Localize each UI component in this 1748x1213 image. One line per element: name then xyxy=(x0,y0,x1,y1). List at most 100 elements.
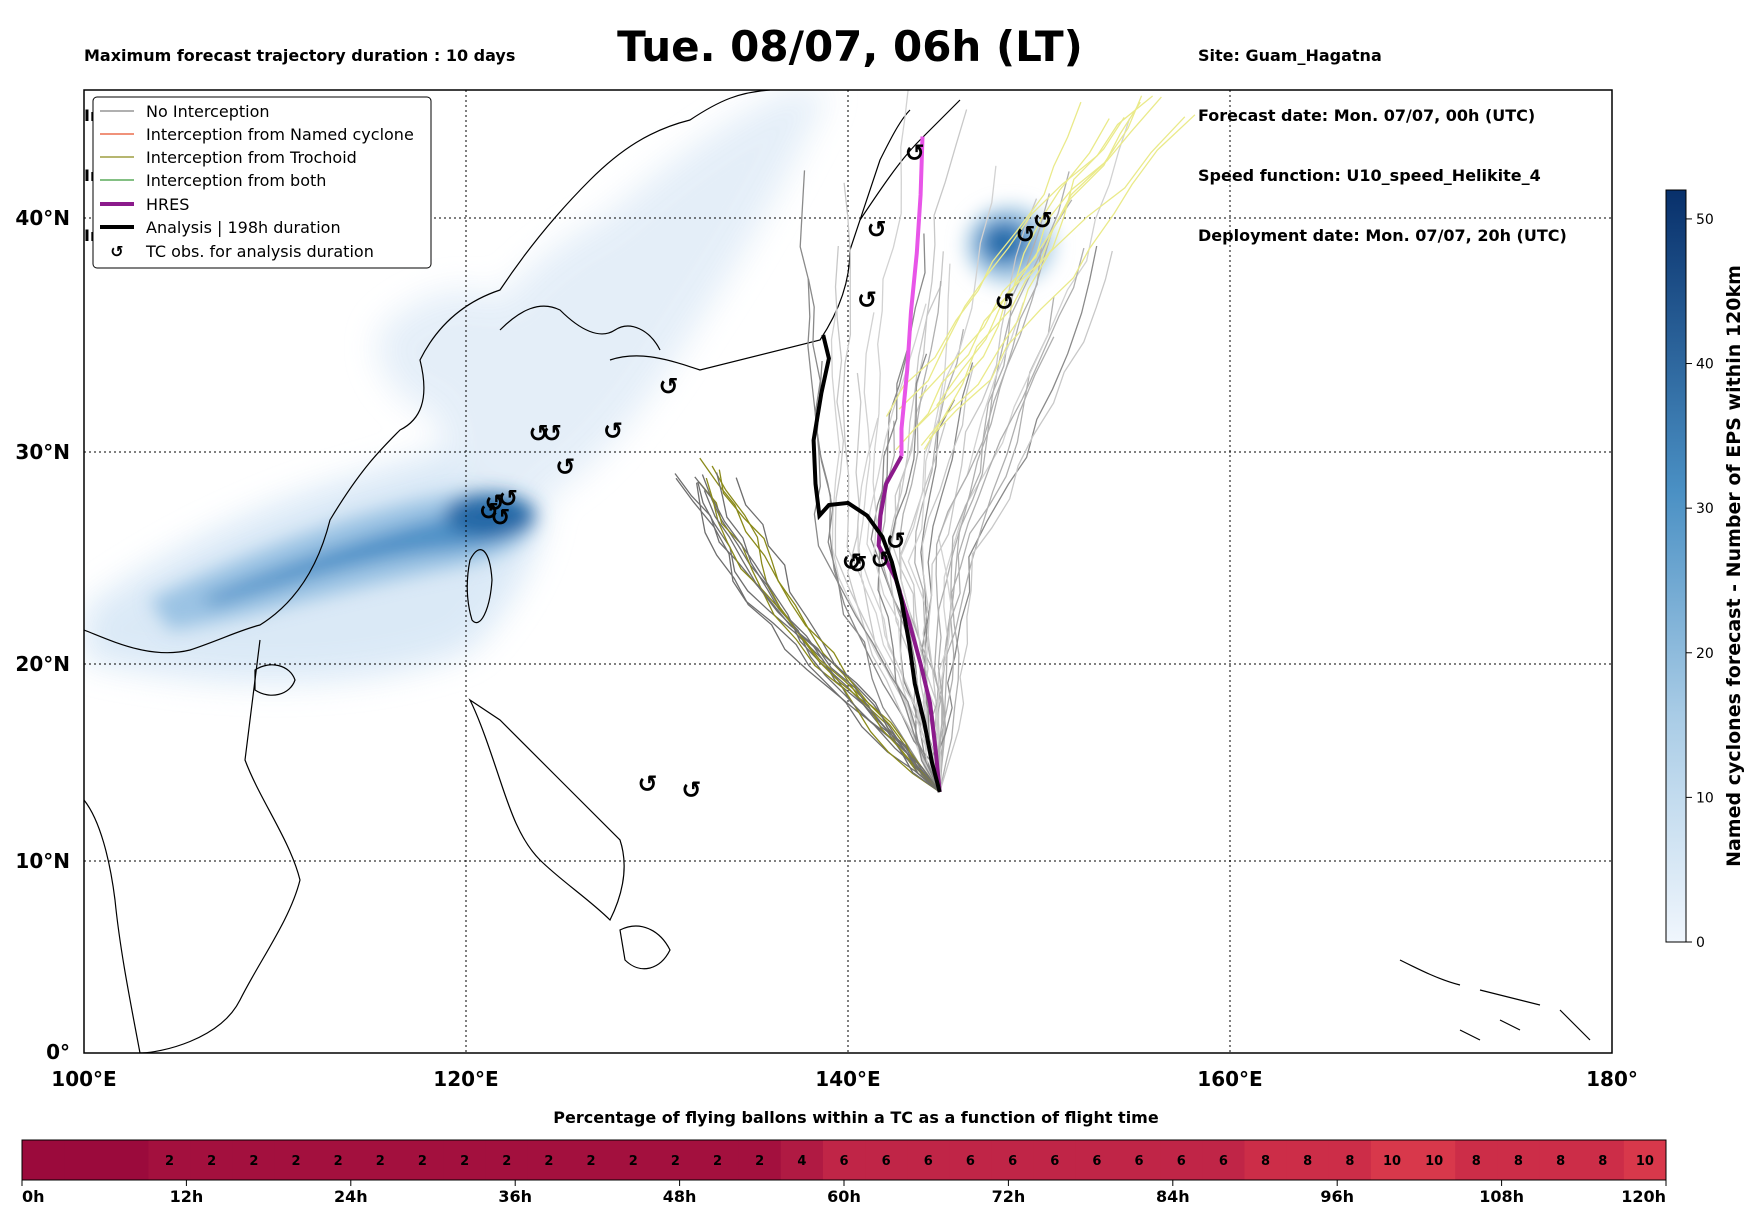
y-tick-label: 30°N xyxy=(15,440,70,464)
ensemble-trajectories xyxy=(674,90,1196,793)
percentage-cell-label: 2 xyxy=(671,1154,680,1169)
percentage-cell xyxy=(654,1140,697,1180)
percentage-cell xyxy=(232,1140,276,1180)
colorbar-tick-label: 20 xyxy=(1696,646,1714,662)
percentage-cell-label: 6 xyxy=(839,1154,848,1169)
y-tick-label: 0° xyxy=(46,1040,70,1064)
tc-obs-icon: ↺ xyxy=(542,419,562,447)
trochoid-trajectory xyxy=(928,114,1196,440)
trochoid-trajectory xyxy=(895,118,1110,451)
trochoid-trajectory xyxy=(885,101,1082,417)
trochoid-trajectory xyxy=(918,96,1162,399)
percentage-cell xyxy=(865,1140,908,1180)
ensemble-trajectory xyxy=(834,245,941,793)
x-tick-labels: 100°E 120°E 140°E 160°E 180° xyxy=(51,1067,1638,1091)
ensemble-trajectory xyxy=(872,90,941,793)
percentage-cell-label: 6 xyxy=(924,1154,933,1169)
percentage-cell-label: 2 xyxy=(418,1154,427,1169)
legend-label-both: Interception from both xyxy=(146,171,326,190)
percentage-cell-label: 8 xyxy=(1472,1154,1481,1169)
ensemble-trajectory xyxy=(939,250,1113,793)
header-max-duration: Maximum forecast trajectory duration : 1… xyxy=(84,46,516,65)
colorbar-ticks: 0 10 20 30 40 50 xyxy=(1686,212,1714,951)
percentage-cell xyxy=(106,1140,149,1180)
tc-obs-icon: ↺ xyxy=(870,546,890,574)
legend-cyclone-icon: ↺ xyxy=(110,242,123,261)
ensemble-trajectory xyxy=(935,199,1073,793)
y-tick-label: 10°N xyxy=(15,849,70,873)
legend-box xyxy=(92,96,432,269)
percentage-cell-label: 6 xyxy=(1177,1154,1186,1169)
bottom-bar-title: Percentage of flying ballons within a TC… xyxy=(553,1108,1159,1127)
x-tick-label: 180° xyxy=(1586,1067,1638,1091)
percentage-cell xyxy=(1581,1140,1625,1180)
x-tick-label: 160°E xyxy=(1197,1067,1262,1091)
header-right: Site: Guam_Hagatna Forecast date: Mon. 0… xyxy=(1198,6,1567,266)
ensemble-trajectory xyxy=(858,312,941,793)
percentage-cell-label: 8 xyxy=(1261,1154,1270,1169)
ensemble-trajectory xyxy=(807,278,941,793)
legend-label-analysis: Analysis | 198h duration xyxy=(146,218,341,237)
percentage-cell-label: 2 xyxy=(249,1154,258,1169)
ensemble-trajectory xyxy=(705,477,941,793)
header-speed-function: Speed function: U10_speed_Helikite_4 xyxy=(1198,166,1541,185)
percentage-cell xyxy=(64,1140,107,1180)
percentage-cell xyxy=(22,1140,65,1180)
percentage-cell xyxy=(738,1140,782,1180)
legend: No Interception Interception from Named … xyxy=(92,96,432,269)
percentage-cell xyxy=(274,1140,318,1180)
percentage-cell-label: 2 xyxy=(544,1154,553,1169)
percentage-cell-label: 6 xyxy=(1135,1154,1144,1169)
ensemble-trajectory xyxy=(715,472,941,793)
tc-obs-icon: ↺ xyxy=(490,504,510,532)
percentage-cell-label: 6 xyxy=(1050,1154,1059,1169)
percentage-cell xyxy=(1075,1140,1119,1180)
percentage-cell xyxy=(443,1140,487,1180)
tc-obs-icon: ↺ xyxy=(857,286,877,314)
legend-label-trochoid: Interception from Trochoid xyxy=(146,148,357,167)
percentage-cell xyxy=(485,1140,529,1180)
percentage-cell-label: 2 xyxy=(629,1154,638,1169)
header-forecast-date: Forecast date: Mon. 07/07, 00h (UTC) xyxy=(1198,106,1536,125)
colorbar-label: Named cyclones forecast - Number of EPS … xyxy=(1723,265,1745,867)
time-label: 24h xyxy=(334,1187,368,1206)
y-tick-labels: 0° 10°N 20°N 30°N 40°N xyxy=(15,206,70,1064)
tc-obs-icon: ↺ xyxy=(555,453,575,481)
time-label: 36h xyxy=(498,1187,532,1206)
trochoid-trajectory xyxy=(898,95,1154,410)
percentage-cell-label: 10 xyxy=(1383,1154,1401,1169)
percentage-cell xyxy=(1455,1140,1498,1180)
percentage-cell-label: 8 xyxy=(1598,1154,1607,1169)
tc-obs-icon: ↺ xyxy=(886,527,906,555)
time-label: 120h xyxy=(1621,1187,1666,1206)
tc-obs-icon: ↺ xyxy=(842,548,862,576)
legend-label-tc-obs: TC obs. for analysis duration xyxy=(145,242,374,261)
trochoid-trajectory xyxy=(923,117,1125,450)
x-tick-label: 120°E xyxy=(433,1067,498,1091)
percentage-cell xyxy=(527,1140,571,1180)
percentage-cell xyxy=(359,1140,402,1180)
tc-obs-icon: ↺ xyxy=(995,288,1015,316)
y-tick-label: 20°N xyxy=(15,652,70,676)
percentage-cell xyxy=(1118,1140,1161,1180)
ensemble-trajectory xyxy=(699,457,941,793)
percentage-cell xyxy=(1328,1140,1372,1180)
time-label: 48h xyxy=(663,1187,697,1206)
percentage-cell-label: 2 xyxy=(291,1154,300,1169)
tc-obs-icon: ↺ xyxy=(529,419,549,447)
percentage-cell xyxy=(570,1140,613,1180)
percentage-bar: 2 2 2 2 2 2 2 2 2 2 2 2 2 2 2 4 6 6 6 6 6 6 6 6 6 6 8 8 8 10 10 8 8 8 8 10 … xyxy=(21,1139,1667,1206)
tc-obs-icon: ↺ xyxy=(498,485,518,513)
percentage-cell-label: 2 xyxy=(587,1154,596,1169)
ensemble-trajectory xyxy=(927,198,1038,793)
ensemble-trajectory xyxy=(935,302,1024,793)
percentage-cell-label: 8 xyxy=(1303,1154,1312,1169)
percentage-cell-label: 2 xyxy=(460,1154,469,1169)
ensemble-trajectory xyxy=(698,481,941,793)
percentage-cell-label: 2 xyxy=(207,1154,216,1169)
percentage-cell xyxy=(1202,1140,1245,1180)
ensemble-trajectory xyxy=(939,193,1051,793)
percentage-cell xyxy=(1244,1140,1288,1180)
tc-obs-icon: ↺ xyxy=(847,550,867,578)
